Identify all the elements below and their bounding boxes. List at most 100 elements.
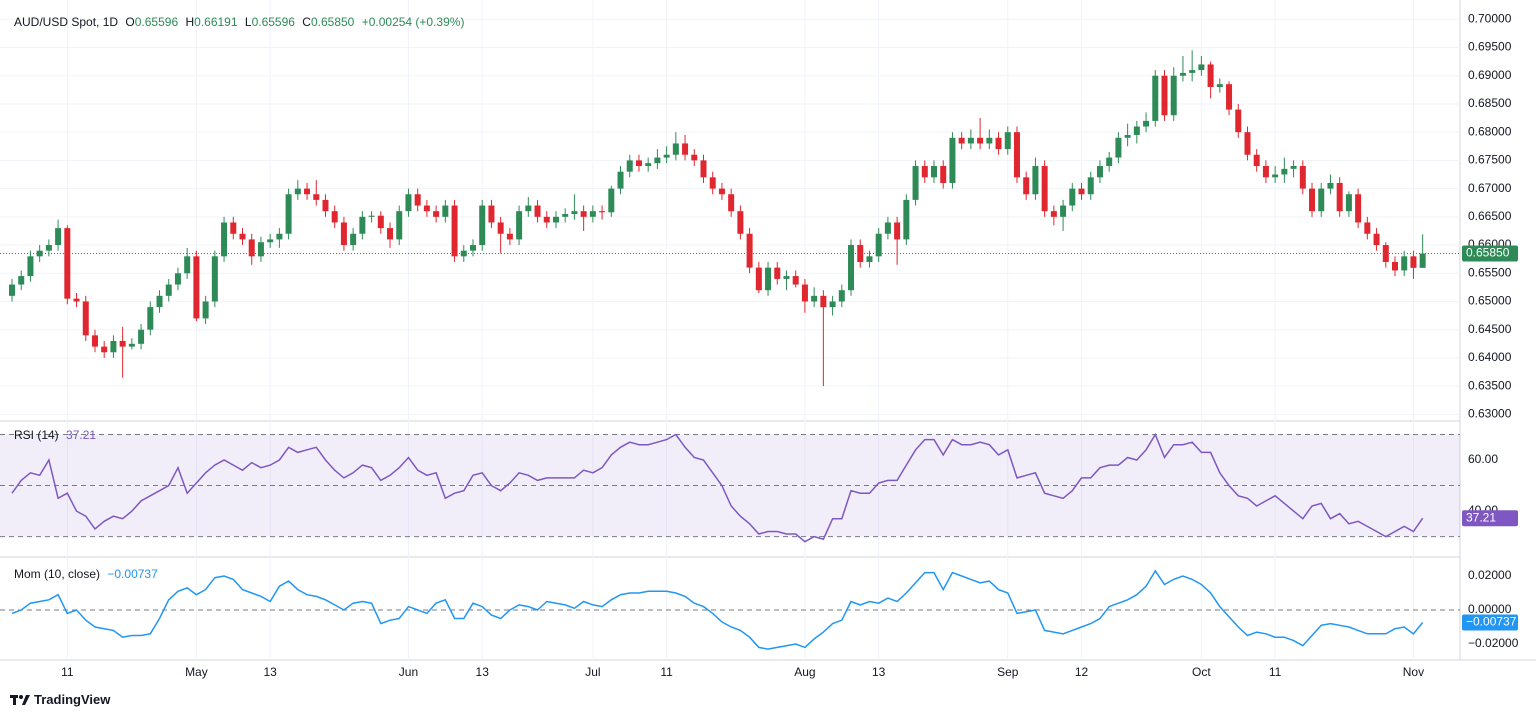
candle-body [442, 205, 449, 217]
candle-body [91, 335, 98, 347]
candle-body [156, 295, 163, 308]
candle-body [534, 205, 541, 217]
candle-body [949, 137, 956, 183]
candle-body [552, 216, 559, 223]
candle-body [811, 295, 818, 302]
candle-body [571, 211, 578, 214]
candle-body [1299, 166, 1306, 189]
candle-body [1327, 182, 1334, 189]
candle-body [1078, 188, 1085, 195]
y-tick-label: 0.65000 [1468, 294, 1512, 308]
x-tick-label: 11 [61, 665, 74, 679]
candle-body [1373, 233, 1380, 246]
candle-body [884, 222, 891, 234]
candle-body [1290, 166, 1297, 169]
candle-body [1419, 253, 1426, 268]
candle-body [101, 346, 108, 353]
candle-body [257, 242, 264, 257]
y-tick-label: 0.63500 [1468, 378, 1512, 392]
change: +0.00254 (+0.39%) [361, 15, 465, 29]
brand-name: TradingView [34, 692, 111, 707]
badge-bg [1462, 510, 1518, 527]
rsi-title: RSI (14) [14, 428, 59, 442]
candle-body [1161, 75, 1168, 116]
candle-body [1253, 154, 1260, 167]
candle-body [239, 233, 246, 240]
badge-text: 0.65850 [1466, 246, 1510, 260]
candle-body [1364, 222, 1371, 234]
y-tick-label: 0.69500 [1468, 40, 1512, 54]
candle-body [230, 222, 237, 234]
candle-body [322, 199, 329, 212]
candle-body [718, 188, 725, 195]
candle-body [1069, 188, 1076, 206]
price-legend: AUD/USD Spot, 1D O0.65596 H0.66191 L0.65… [14, 15, 468, 29]
ohlc-letter: C [302, 15, 311, 29]
y-tick-label: 0.02000 [1468, 568, 1512, 582]
candle-body [147, 307, 154, 330]
ohlc-letter: O [125, 15, 135, 29]
candle-body [912, 166, 919, 200]
ohlc-value: 0.65596 [251, 15, 295, 29]
candle-body [599, 211, 606, 213]
candle-body [940, 166, 947, 183]
x-tick-label: Jul [585, 665, 600, 679]
candle-body [267, 239, 274, 243]
candle-body [110, 340, 117, 353]
candle-body [368, 215, 375, 217]
candle-body [1124, 134, 1131, 138]
candle-body [184, 256, 191, 274]
candle-body [423, 205, 430, 212]
candle-body [903, 199, 910, 240]
candle-body [737, 211, 744, 234]
candle-body [193, 256, 200, 319]
candle-body [1226, 84, 1233, 110]
candle-body [396, 211, 403, 240]
candle-body [958, 137, 965, 144]
candle-body [931, 166, 937, 178]
badge-bg [1462, 245, 1518, 262]
x-tick-label: 13 [263, 665, 277, 679]
footer: TradingView [10, 692, 110, 707]
candle-body [405, 194, 412, 212]
indicator-line [11, 432, 1424, 543]
candle-body [1143, 120, 1150, 127]
mom-value: −0.00737 [107, 567, 158, 581]
candle-body [967, 137, 974, 144]
value-badge: −0.00737 [1462, 614, 1518, 631]
candle-body [377, 215, 384, 229]
y-tick-label: 0.68000 [1468, 124, 1512, 138]
x-tick-label: May [185, 665, 208, 679]
candle-body [433, 211, 440, 217]
candle-body [986, 137, 993, 144]
brand-logo [10, 694, 30, 705]
candle-body [479, 205, 486, 246]
rsi-legend: RSI (14) 37.21 [14, 428, 100, 442]
candle-body [1336, 182, 1343, 212]
candle-body [1004, 132, 1011, 150]
value-badge: 0.65850 [1462, 245, 1518, 262]
candle-body [387, 228, 394, 240]
candle-body [663, 154, 670, 158]
badge-text: 37.21 [1466, 510, 1496, 524]
candle-body [820, 295, 827, 308]
candle-body [211, 256, 218, 302]
candle-body [1309, 188, 1316, 212]
candle-body [1152, 75, 1159, 121]
badge-bg [1462, 614, 1518, 631]
x-tick-label: 11 [1269, 665, 1282, 679]
badge-text: −0.00737 [1466, 615, 1517, 629]
candle-body [276, 233, 283, 240]
candle-body [1050, 211, 1057, 217]
value-badge: 37.21 [1462, 510, 1518, 527]
candle-body [700, 160, 707, 178]
candle-body [202, 301, 209, 319]
candle-body [1133, 126, 1140, 135]
candle-body [608, 188, 615, 213]
candle-body [1032, 166, 1039, 195]
y-tick-label: 0.64500 [1468, 322, 1512, 336]
candle-body [128, 343, 135, 347]
candle-body [27, 256, 34, 277]
candle-body [18, 276, 25, 285]
